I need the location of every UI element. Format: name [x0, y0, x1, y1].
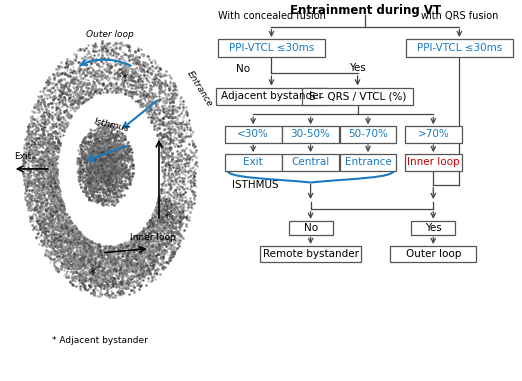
FancyBboxPatch shape [260, 246, 361, 262]
Text: *: * [89, 267, 96, 280]
Text: *: * [122, 72, 128, 85]
Text: >70%: >70% [418, 130, 449, 139]
FancyBboxPatch shape [224, 154, 281, 171]
Text: Yes: Yes [425, 223, 442, 233]
FancyBboxPatch shape [411, 221, 455, 235]
Text: No: No [235, 64, 250, 74]
FancyBboxPatch shape [340, 154, 397, 171]
FancyBboxPatch shape [216, 88, 327, 105]
FancyBboxPatch shape [302, 88, 413, 105]
Text: Entrance: Entrance [185, 70, 215, 109]
Text: Inner loop: Inner loop [130, 233, 176, 242]
FancyBboxPatch shape [218, 39, 325, 57]
Text: With concealed fusion: With concealed fusion [218, 11, 325, 21]
FancyBboxPatch shape [224, 126, 281, 143]
Text: Outer loop: Outer loop [86, 30, 134, 39]
FancyBboxPatch shape [405, 154, 462, 171]
FancyBboxPatch shape [282, 154, 339, 171]
Text: Outer loop: Outer loop [406, 249, 461, 259]
Text: Inner loop: Inner loop [407, 157, 459, 167]
Text: PPI-VTCL ≤30ms: PPI-VTCL ≤30ms [229, 43, 314, 53]
Text: 30-50%: 30-50% [291, 130, 330, 139]
Text: Adjacent bystander: Adjacent bystander [220, 91, 323, 101]
Text: No: No [303, 223, 318, 233]
FancyBboxPatch shape [405, 126, 462, 143]
Text: Entrance: Entrance [345, 157, 392, 167]
FancyBboxPatch shape [390, 246, 476, 262]
Text: S – QRS / VTCL (%): S – QRS / VTCL (%) [309, 91, 406, 101]
Text: Entrainment during VT: Entrainment during VT [290, 4, 441, 17]
Text: Exit: Exit [14, 152, 31, 161]
FancyBboxPatch shape [340, 126, 397, 143]
Text: Remote bystander: Remote bystander [263, 249, 359, 259]
Text: with QRS fusion: with QRS fusion [421, 11, 498, 21]
Text: Isthmus: Isthmus [93, 117, 130, 134]
Text: PPI-VTCL ≤30ms: PPI-VTCL ≤30ms [417, 43, 502, 53]
Text: Central: Central [291, 157, 330, 167]
Text: Exit: Exit [243, 157, 263, 167]
Text: <30%: <30% [238, 130, 269, 139]
Text: * Adjacent bystander: * Adjacent bystander [52, 336, 148, 345]
FancyBboxPatch shape [406, 39, 513, 57]
Text: ISTHMUS: ISTHMUS [232, 180, 279, 190]
Text: 50-70%: 50-70% [348, 130, 388, 139]
FancyBboxPatch shape [289, 221, 333, 235]
FancyBboxPatch shape [282, 126, 339, 143]
Text: *: * [163, 211, 170, 224]
Text: Yes: Yes [349, 63, 366, 73]
